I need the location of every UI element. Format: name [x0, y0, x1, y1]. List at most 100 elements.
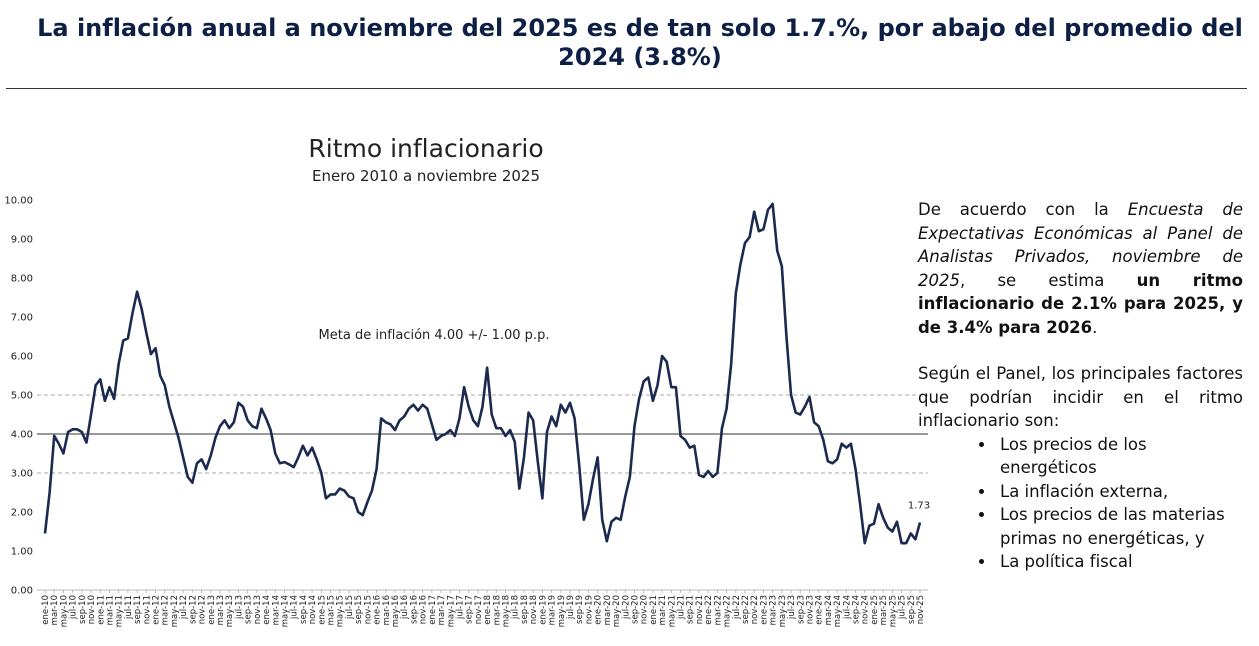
bullet: La política fiscal — [996, 550, 1243, 574]
x-tick-label: nov-11 — [142, 595, 152, 624]
x-tick-label: mar-14 — [271, 595, 281, 625]
x-tick-label: ene-11 — [96, 595, 106, 625]
x-tick-label: sep-19 — [575, 595, 585, 624]
x-tick-label: nov-18 — [529, 595, 539, 624]
x-tick-label: ene-18 — [483, 595, 493, 625]
x-tick-label: may-12 — [170, 595, 180, 627]
x-tick-label: may-13 — [225, 595, 235, 627]
x-tick-label: ene-13 — [207, 595, 217, 625]
x-tick-label: sep-10 — [78, 595, 88, 624]
intro: Según el Panel, los principales factores… — [918, 364, 1243, 430]
x-tick-label: may-17 — [446, 595, 456, 627]
x-tick-label: sep-21 — [686, 595, 696, 624]
x-tick-label: ene-14 — [262, 595, 272, 625]
x-tick-label: ene-10 — [41, 595, 51, 625]
x-tick-label: sep-13 — [244, 595, 254, 624]
x-tick-label: jul-15 — [345, 595, 355, 620]
x-tick-label: sep-14 — [299, 595, 309, 624]
x-tick-label: jul-10 — [69, 595, 79, 620]
y-tick-label: 0.00 — [11, 586, 33, 597]
y-tick-label: 8.00 — [11, 274, 33, 285]
x-tick-label: nov-20 — [640, 595, 650, 624]
data-label: 1.73 — [908, 501, 930, 512]
x-tick-label: jul-13 — [234, 595, 244, 620]
x-tick-label: nov-22 — [750, 595, 760, 624]
x-tick-label: may-21 — [667, 595, 677, 627]
x-tick-label: nov-23 — [805, 595, 815, 624]
x-tick-label: mar-21 — [658, 595, 668, 625]
x-tick-label: sep-11 — [133, 595, 143, 624]
x-tick-label: jul-19 — [566, 595, 576, 620]
text-segment: De acuerdo con la — [918, 200, 1128, 219]
x-tick-label: may-18 — [502, 595, 512, 627]
x-tick-label: sep-12 — [188, 595, 198, 624]
x-tick-label: nov-24 — [861, 595, 871, 624]
x-tick-label: jul-12 — [179, 595, 189, 620]
x-tick-label: mar-17 — [437, 595, 447, 625]
text-segment: , se estima — [960, 270, 1137, 290]
x-tick-label: mar-20 — [603, 595, 613, 625]
x-tick-label: sep-16 — [409, 595, 419, 624]
text-segment: Encuesta de Expectativas Económicas al P… — [918, 200, 1243, 290]
x-tick-label: may-14 — [280, 595, 290, 627]
x-tick-label: ene-21 — [649, 595, 659, 625]
x-tick-label: ene-25 — [870, 595, 880, 625]
x-tick-label: nov-14 — [308, 595, 318, 624]
x-tick-label: nov-15 — [363, 595, 373, 624]
side-text: De acuerdo con la Encuesta de Expectativ… — [918, 198, 1243, 574]
x-tick-label: jul-23 — [787, 595, 797, 620]
x-tick-label: jul-22 — [732, 595, 742, 620]
x-tick-label: mar-22 — [713, 595, 723, 625]
bullet-list: Los precios de los energéticosLa inflaci… — [918, 433, 1243, 574]
x-tick-label: sep-23 — [796, 595, 806, 624]
x-tick-label: mar-24 — [824, 595, 834, 625]
x-tick-label: jul-17 — [455, 595, 465, 620]
y-tick-label: 7.00 — [11, 313, 33, 324]
x-tick-label: mar-15 — [327, 595, 337, 625]
x-tick-label: ene-16 — [373, 595, 383, 625]
text-segment: un ritmo inflacionario de 2.1% para 2025… — [918, 270, 1243, 337]
x-tick-label: mar-11 — [105, 595, 115, 625]
x-tick-label: jul-25 — [898, 595, 908, 620]
y-tick-label: 9.00 — [11, 235, 33, 246]
annotation: Meta de inflación 4.00 +/- 1.00 p.p. — [319, 328, 550, 343]
x-tick-label: may-20 — [612, 595, 622, 627]
x-tick-label: mar-10 — [50, 595, 60, 625]
x-tick-label: ene-20 — [594, 595, 604, 625]
x-tick-label: sep-20 — [630, 595, 640, 624]
x-tick-label: jul-20 — [621, 595, 631, 620]
text-segment: . — [1092, 317, 1098, 337]
x-tick-label: nov-19 — [584, 595, 594, 624]
x-tick-label: ene-24 — [815, 595, 825, 625]
x-tick-label: mar-12 — [161, 595, 171, 625]
x-tick-label: jul-18 — [511, 595, 521, 620]
x-tick-label: sep-15 — [354, 595, 364, 624]
x-tick-label: may-25 — [888, 595, 898, 627]
x-tick-label: sep-22 — [741, 595, 751, 624]
x-tick-label: mar-23 — [769, 595, 779, 625]
x-tick-label: jul-14 — [290, 595, 300, 620]
x-tick-label: sep-17 — [465, 595, 475, 624]
x-tick-label: may-23 — [778, 595, 788, 627]
chart: Ritmo inflacionario Enero 2010 a noviemb… — [4, 134, 930, 627]
title-rule — [6, 88, 1247, 89]
x-tick-label: sep-25 — [907, 595, 917, 624]
x-tick-label: nov-12 — [198, 595, 208, 624]
series-line — [43, 202, 922, 545]
y-tick-label: 5.00 — [11, 391, 33, 402]
y-tick-label: 10.00 — [4, 196, 33, 207]
x-tick-label: jul-24 — [842, 595, 852, 620]
x-tick-label: may-10 — [59, 595, 69, 627]
paragraph: De acuerdo con la Encuesta de Expectativ… — [918, 198, 1243, 339]
x-tick-label: may-15 — [336, 595, 346, 627]
x-tick-label: sep-24 — [852, 595, 862, 624]
x-tick-label: nov-25 — [916, 595, 926, 624]
slide-title: La inflación anual a noviembre del 2025 … — [37, 14, 1243, 71]
x-tick-label: jul-21 — [677, 595, 687, 620]
y-tick-label: 1.00 — [11, 547, 33, 558]
y-tick-label: 2.00 — [11, 508, 33, 519]
x-tick-label: ene-23 — [759, 595, 769, 625]
x-tick-label: mar-16 — [382, 595, 392, 625]
x-tick-label: jul-16 — [400, 595, 410, 620]
